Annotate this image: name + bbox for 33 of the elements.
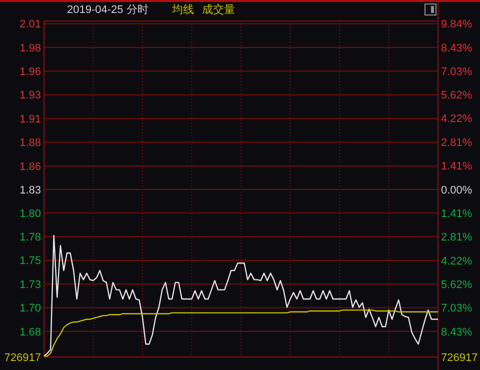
chart-title: 2019-04-25 分时	[67, 3, 148, 16]
text: 成交量	[202, 3, 235, 16]
y-tick-label: 1.68	[20, 326, 41, 338]
y-tick-label: 1.75	[20, 255, 41, 268]
y-tick-label: 1.73	[20, 278, 41, 291]
y2-tick-label: 5.62%	[441, 278, 472, 291]
y-tick-label: 2.01	[20, 18, 41, 31]
y2-tick-label: 4.22%	[441, 113, 472, 126]
text: 726917	[4, 352, 41, 364]
y2-tick-label: 7.03%	[441, 66, 472, 78]
y-tick-label: 1.70	[20, 302, 41, 315]
y-tick-label: 1.86	[20, 160, 41, 173]
y2-tick-label: 8.43%	[441, 326, 472, 338]
y2-tick-label: 1.41%	[441, 208, 472, 220]
y2-tick-label: 7.03%	[441, 302, 472, 315]
text: 均线	[171, 3, 194, 16]
y2-tick-label: 0.00%	[441, 184, 472, 196]
y-tick-label: 1.83	[20, 184, 41, 196]
y2-tick-label: 5.62%	[441, 90, 472, 102]
y2-tick-label: 4.22%	[441, 255, 472, 268]
text: 726917	[441, 352, 478, 364]
y2-tick-label: 8.43%	[441, 42, 472, 54]
y-tick-label: 1.80	[20, 208, 41, 220]
y-tick-label: 1.78	[20, 231, 41, 244]
y-tick-label: 1.88	[20, 137, 41, 150]
y-tick-label: 1.96	[20, 66, 41, 78]
y2-tick-label: 1.41%	[441, 160, 472, 173]
y2-tick-label: 2.81%	[441, 232, 472, 244]
y-tick-label: 1.98	[20, 42, 41, 54]
y2-tick-label: 9.84%	[441, 18, 472, 31]
y-tick-label: 1.93	[20, 90, 41, 102]
y2-tick-label: 2.81%	[441, 136, 472, 149]
y-tick-label: 1.91	[20, 113, 41, 126]
